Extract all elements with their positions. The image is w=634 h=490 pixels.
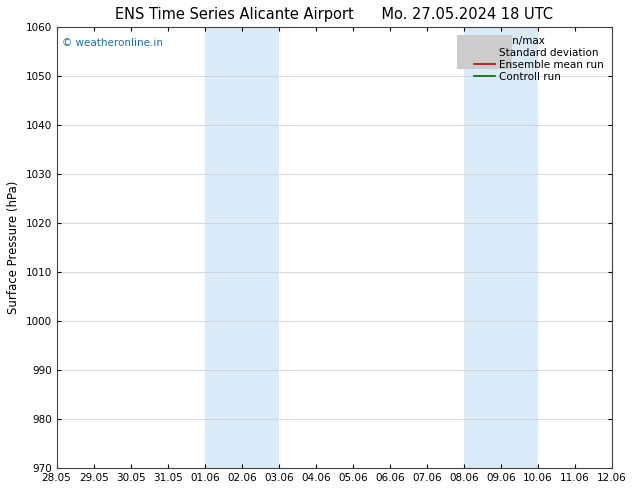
Text: © weatheronline.in: © weatheronline.in (62, 38, 163, 49)
Bar (205, 27, 279, 468)
Y-axis label: Surface Pressure (hPa): Surface Pressure (hPa) (7, 181, 20, 315)
Legend: min/max, Standard deviation, Ensemble mean run, Controll run: min/max, Standard deviation, Ensemble me… (471, 32, 607, 85)
Bar (464, 27, 538, 468)
Title: ENS Time Series Alicante Airport      Mo. 27.05.2024 18 UTC: ENS Time Series Alicante Airport Mo. 27.… (115, 7, 553, 22)
